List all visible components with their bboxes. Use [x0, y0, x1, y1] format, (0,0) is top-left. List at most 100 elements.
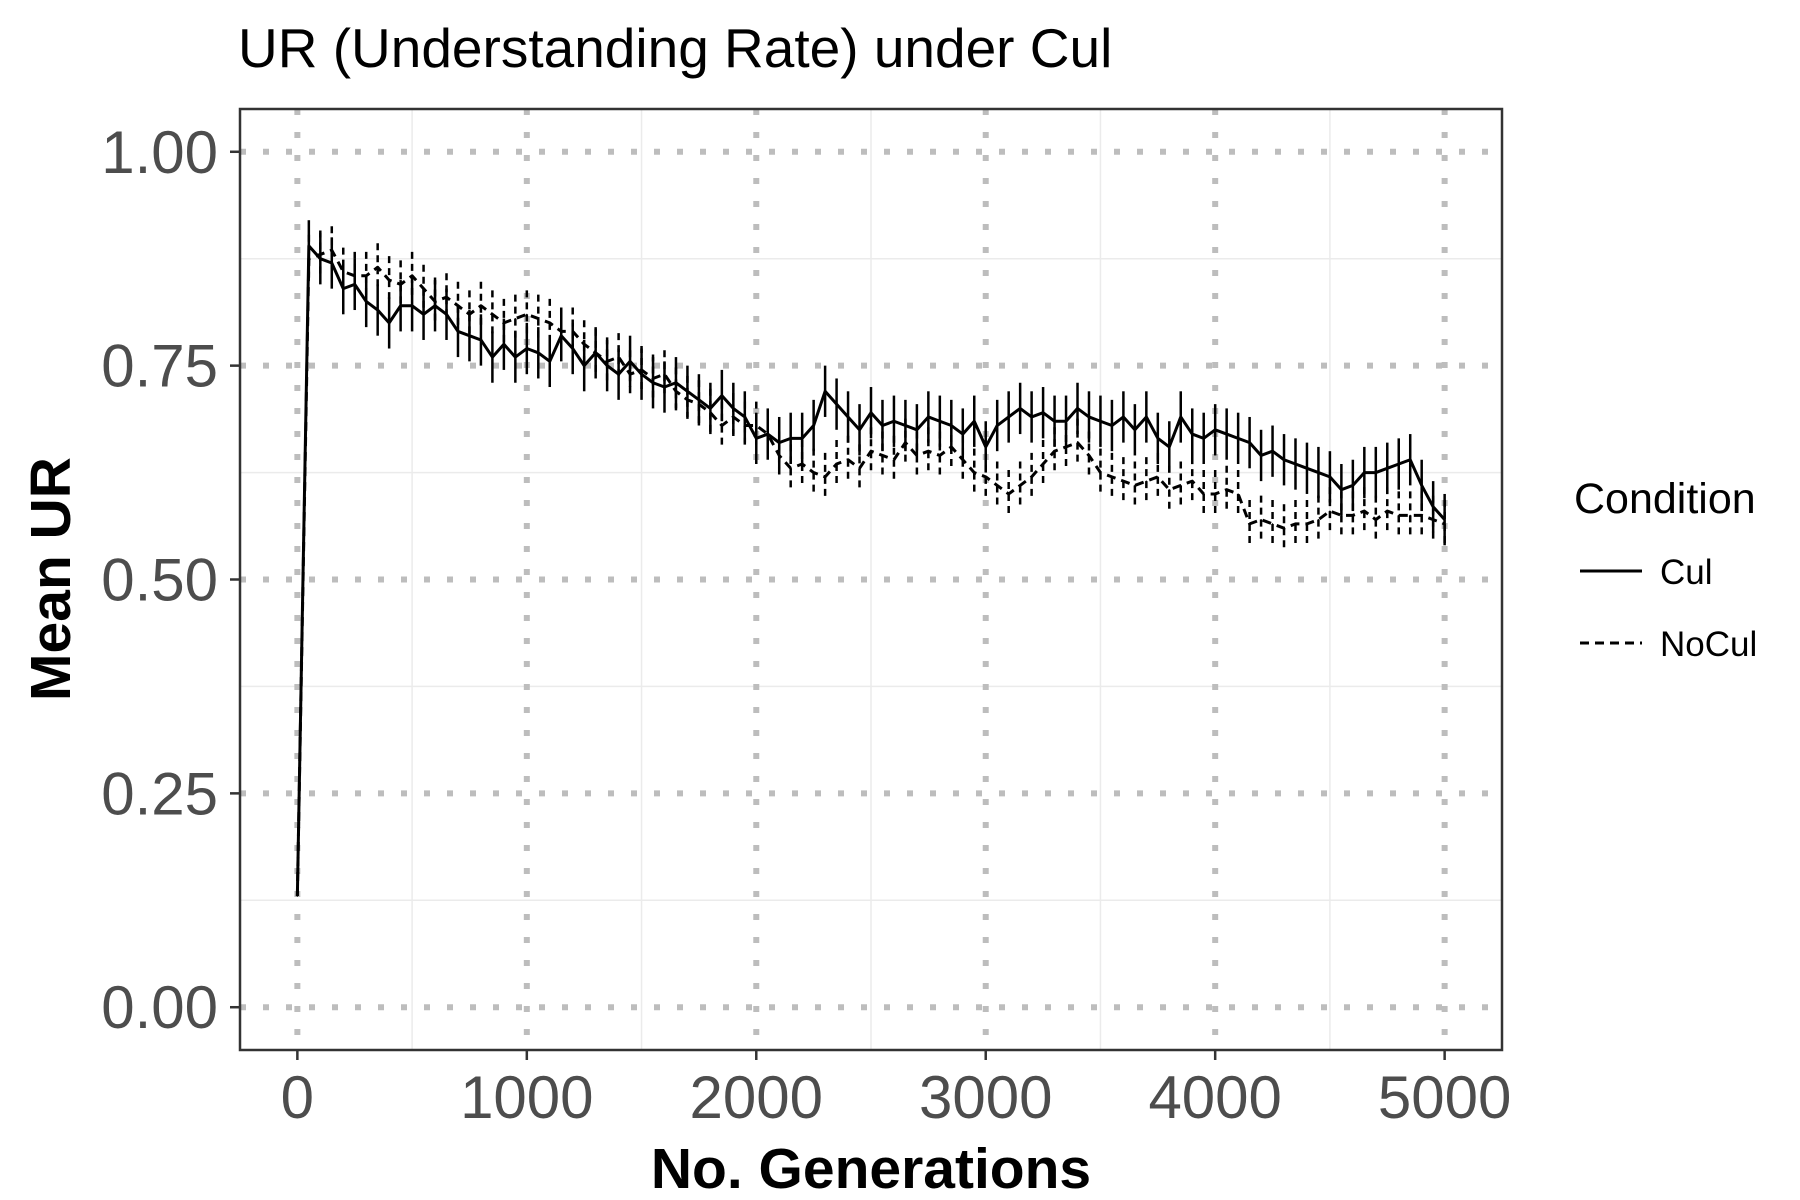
- data-point-cul: [858, 429, 861, 431]
- data-point-cul: [1122, 416, 1124, 418]
- data-point-nocul: [870, 450, 872, 452]
- data-point-nocul: [537, 317, 539, 320]
- data-point-cul: [1226, 433, 1228, 435]
- data-point-nocul: [342, 270, 344, 273]
- data-point-cul: [1019, 407, 1021, 410]
- data-point-cul: [1398, 463, 1400, 465]
- data-point-nocul: [549, 322, 551, 324]
- data-point-nocul: [801, 463, 803, 465]
- data-point-cul: [1031, 416, 1033, 418]
- data-point-cul: [537, 352, 539, 354]
- grid-layer: [240, 109, 1502, 1050]
- data-point-nocul: [308, 258, 310, 260]
- data-point-nocul: [331, 249, 333, 251]
- data-point-cul: [354, 283, 356, 285]
- data-point-cul: [457, 330, 459, 333]
- data-point-nocul: [1019, 484, 1021, 486]
- data-point-cul: [1099, 420, 1102, 422]
- data-point-cul: [1260, 454, 1262, 457]
- data-point-cul: [1111, 424, 1113, 427]
- data-point-nocul: [560, 330, 562, 333]
- data-point-cul: [824, 390, 826, 392]
- data-point-cul: [503, 343, 505, 345]
- data-point-cul: [721, 394, 723, 397]
- x-tick-label: 3000: [919, 1064, 1052, 1131]
- data-point-nocul: [755, 424, 757, 427]
- x-axis-title: No. Generations: [651, 1137, 1091, 1200]
- data-point-nocul: [1065, 446, 1067, 448]
- data-point-cul: [835, 403, 838, 405]
- y-tick-label: 0.25: [101, 760, 218, 827]
- data-point-nocul: [365, 275, 367, 277]
- data-point-nocul: [640, 369, 643, 371]
- data-point-cul: [996, 424, 998, 427]
- data-point-cul: [1076, 407, 1079, 410]
- data-point-nocul: [1421, 514, 1423, 516]
- data-point-nocul: [595, 352, 597, 354]
- data-point-cul: [790, 437, 792, 439]
- data-point-nocul: [1249, 523, 1251, 525]
- data-point-cul: [583, 365, 585, 367]
- data-point-nocul: [881, 454, 884, 457]
- data-point-nocul: [847, 459, 849, 461]
- data-point-nocul: [732, 416, 734, 418]
- data-point-nocul: [468, 313, 471, 315]
- data-point-nocul: [1157, 476, 1159, 478]
- data-point-cul: [939, 420, 941, 422]
- data-point-cul: [308, 245, 310, 247]
- data-point-nocul: [319, 253, 321, 256]
- legend-title: Condition: [1574, 475, 1756, 523]
- data-point-cul: [1237, 437, 1239, 439]
- data-point-nocul: [698, 403, 700, 405]
- data-point-cul: [916, 429, 918, 431]
- x-tick-label: 0: [281, 1064, 314, 1131]
- data-point-cul: [709, 407, 711, 410]
- data-point-nocul: [1042, 463, 1044, 465]
- data-point-cul: [1329, 476, 1331, 478]
- data-point-nocul: [457, 305, 459, 307]
- x-tick-label: 2000: [690, 1064, 823, 1131]
- data-point-nocul: [686, 399, 689, 401]
- data-point-nocul: [445, 296, 448, 298]
- x-tick-label: 1000: [460, 1064, 593, 1131]
- data-point-cul: [1306, 467, 1308, 469]
- data-point-nocul: [1409, 514, 1411, 516]
- data-point-nocul: [1260, 519, 1262, 521]
- data-point-cul: [388, 322, 390, 324]
- data-point-nocul: [411, 275, 413, 277]
- x-tick-label: 4000: [1148, 1064, 1281, 1131]
- data-point-cul: [1191, 433, 1193, 435]
- data-point-cul: [629, 360, 631, 362]
- data-point-nocul: [721, 424, 723, 427]
- data-point-cul: [1340, 489, 1342, 491]
- data-point-cul: [526, 347, 528, 350]
- data-point-cul: [985, 446, 987, 448]
- data-point-cul: [962, 433, 964, 435]
- data-point-cul: [870, 412, 872, 414]
- data-point-cul: [1168, 446, 1170, 448]
- data-point-nocul: [618, 356, 620, 358]
- data-point-nocul: [1145, 480, 1147, 482]
- data-point-nocul: [1008, 493, 1010, 495]
- data-point-nocul: [835, 463, 838, 465]
- data-point-cul: [400, 305, 402, 307]
- data-point-nocul: [675, 390, 677, 392]
- data-point-cul: [1008, 416, 1010, 418]
- data-point-cul: [1249, 442, 1251, 444]
- data-point-cul: [1421, 484, 1423, 486]
- y-tick-label: 0.00: [101, 974, 218, 1041]
- data-point-cul: [377, 309, 379, 311]
- data-point-nocul: [434, 300, 436, 303]
- data-point-cul: [1157, 437, 1159, 439]
- data-point-nocul: [422, 288, 425, 290]
- data-point-nocul: [996, 484, 998, 486]
- data-point-nocul: [572, 330, 574, 333]
- data-point-cul: [1432, 506, 1434, 508]
- data-point-nocul: [1363, 510, 1365, 512]
- data-point-nocul: [858, 467, 861, 469]
- data-point-nocul: [904, 442, 907, 444]
- data-point-nocul: [296, 895, 298, 897]
- data-point-nocul: [1180, 484, 1182, 486]
- data-point-nocul: [1317, 519, 1320, 521]
- data-point-cul: [1444, 519, 1446, 521]
